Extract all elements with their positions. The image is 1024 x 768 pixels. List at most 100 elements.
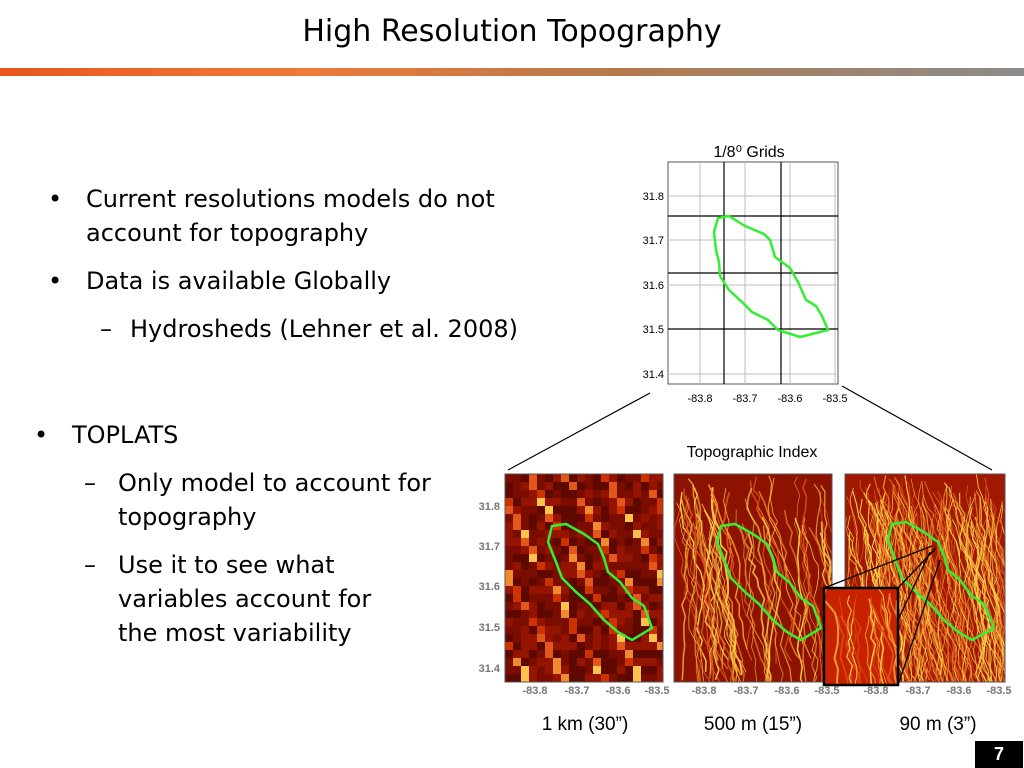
topo-cell xyxy=(545,578,553,586)
topo-cell xyxy=(513,666,521,674)
topo-cell xyxy=(521,554,529,562)
page-number-badge: 7 xyxy=(975,741,1023,768)
topo-cell xyxy=(585,626,593,634)
topo-cell xyxy=(513,650,521,658)
topo-cell xyxy=(569,602,577,610)
slide-title: High Resolution Topography xyxy=(302,14,722,49)
topo-cell xyxy=(601,626,609,634)
panel-label-1km: 1 km (30”) xyxy=(542,714,629,735)
topo-cell xyxy=(569,490,577,498)
topo-cell xyxy=(577,562,585,570)
topo-cell xyxy=(545,498,553,506)
topo-cell xyxy=(617,498,625,506)
topo-cell xyxy=(513,474,521,482)
topo-cell xyxy=(641,530,649,538)
topo-cell xyxy=(625,642,633,650)
stream-line xyxy=(891,490,931,681)
topo-cell xyxy=(633,506,641,514)
stream-line xyxy=(952,519,991,682)
topo-cell xyxy=(569,594,577,602)
topo-cell xyxy=(657,610,663,618)
topo-cell xyxy=(577,586,585,594)
topo-cell xyxy=(569,658,577,666)
topo-cell xyxy=(657,626,663,634)
topo-cell xyxy=(585,522,593,530)
topo-cell xyxy=(633,498,641,506)
stream-line xyxy=(895,479,926,679)
topo-cell xyxy=(505,642,513,650)
topo-cell xyxy=(609,602,617,610)
topo-cell xyxy=(577,634,585,642)
topo-cell xyxy=(577,618,585,626)
topo-cell xyxy=(585,570,593,578)
topo-cell xyxy=(633,578,641,586)
topo-cell xyxy=(521,626,529,634)
zoom-inset-frame xyxy=(822,586,900,687)
topo-cell xyxy=(577,570,585,578)
topo-cell xyxy=(617,586,625,594)
topo-cell xyxy=(617,602,625,610)
topo-cell xyxy=(657,650,663,658)
topo-cell xyxy=(657,522,663,530)
topo-cell xyxy=(553,514,561,522)
topo-cell xyxy=(569,554,577,562)
topo-cell xyxy=(641,650,649,658)
topo-cell xyxy=(649,586,657,594)
topo-cell xyxy=(553,594,561,602)
topo-cell xyxy=(537,634,545,642)
topo-cell xyxy=(537,602,545,610)
topo-cell xyxy=(529,666,537,674)
topo-cell xyxy=(593,522,601,530)
topo-cell xyxy=(561,506,569,514)
topo-cell xyxy=(521,546,529,554)
topo-panel-500m xyxy=(674,474,832,682)
topo-cell xyxy=(569,562,577,570)
topo-cell xyxy=(609,562,617,570)
topo-cell xyxy=(569,546,577,554)
topo-cell xyxy=(505,506,513,514)
dash-mark: – xyxy=(84,469,96,497)
stream-line xyxy=(874,615,888,685)
topo-cell xyxy=(585,530,593,538)
topo-cell xyxy=(529,642,537,650)
topo-cell xyxy=(569,578,577,586)
topo-cell xyxy=(521,514,529,522)
stream-line xyxy=(931,525,956,682)
topo-cell xyxy=(585,634,593,642)
topo-cell xyxy=(617,642,625,650)
stream-line xyxy=(752,476,778,664)
topo-cell xyxy=(585,506,593,514)
topo-cell xyxy=(561,530,569,538)
stream-line xyxy=(973,497,991,682)
stream-line xyxy=(989,498,1005,591)
topo-cell xyxy=(601,602,609,610)
topo-cell xyxy=(593,490,601,498)
topo-cell xyxy=(577,578,585,586)
y-tick-label: 31.6 xyxy=(479,581,500,593)
topo-cell xyxy=(657,562,663,570)
topo-cell xyxy=(577,490,585,498)
topo-cell xyxy=(625,506,633,514)
topo-cell xyxy=(505,634,513,642)
topo-cell xyxy=(505,610,513,618)
topo-cell xyxy=(537,594,545,602)
topo-cell xyxy=(553,498,561,506)
topo-cell xyxy=(601,658,609,666)
stream-line xyxy=(820,485,832,636)
topo-cell xyxy=(537,538,545,546)
topo-cell xyxy=(561,490,569,498)
topo-cell xyxy=(537,586,545,594)
stream-line xyxy=(983,494,1005,593)
topo-cell xyxy=(537,554,545,562)
topo-cell xyxy=(521,530,529,538)
topo-cell xyxy=(561,618,569,626)
stream-line xyxy=(746,488,773,682)
topo-cell xyxy=(585,562,593,570)
topo-cell xyxy=(593,554,601,562)
topo-cell xyxy=(625,522,633,530)
topo-cell xyxy=(617,666,625,674)
topo-cell xyxy=(505,650,513,658)
topo-cell xyxy=(529,474,537,482)
topo-cell xyxy=(609,626,617,634)
topo-cell xyxy=(641,474,649,482)
